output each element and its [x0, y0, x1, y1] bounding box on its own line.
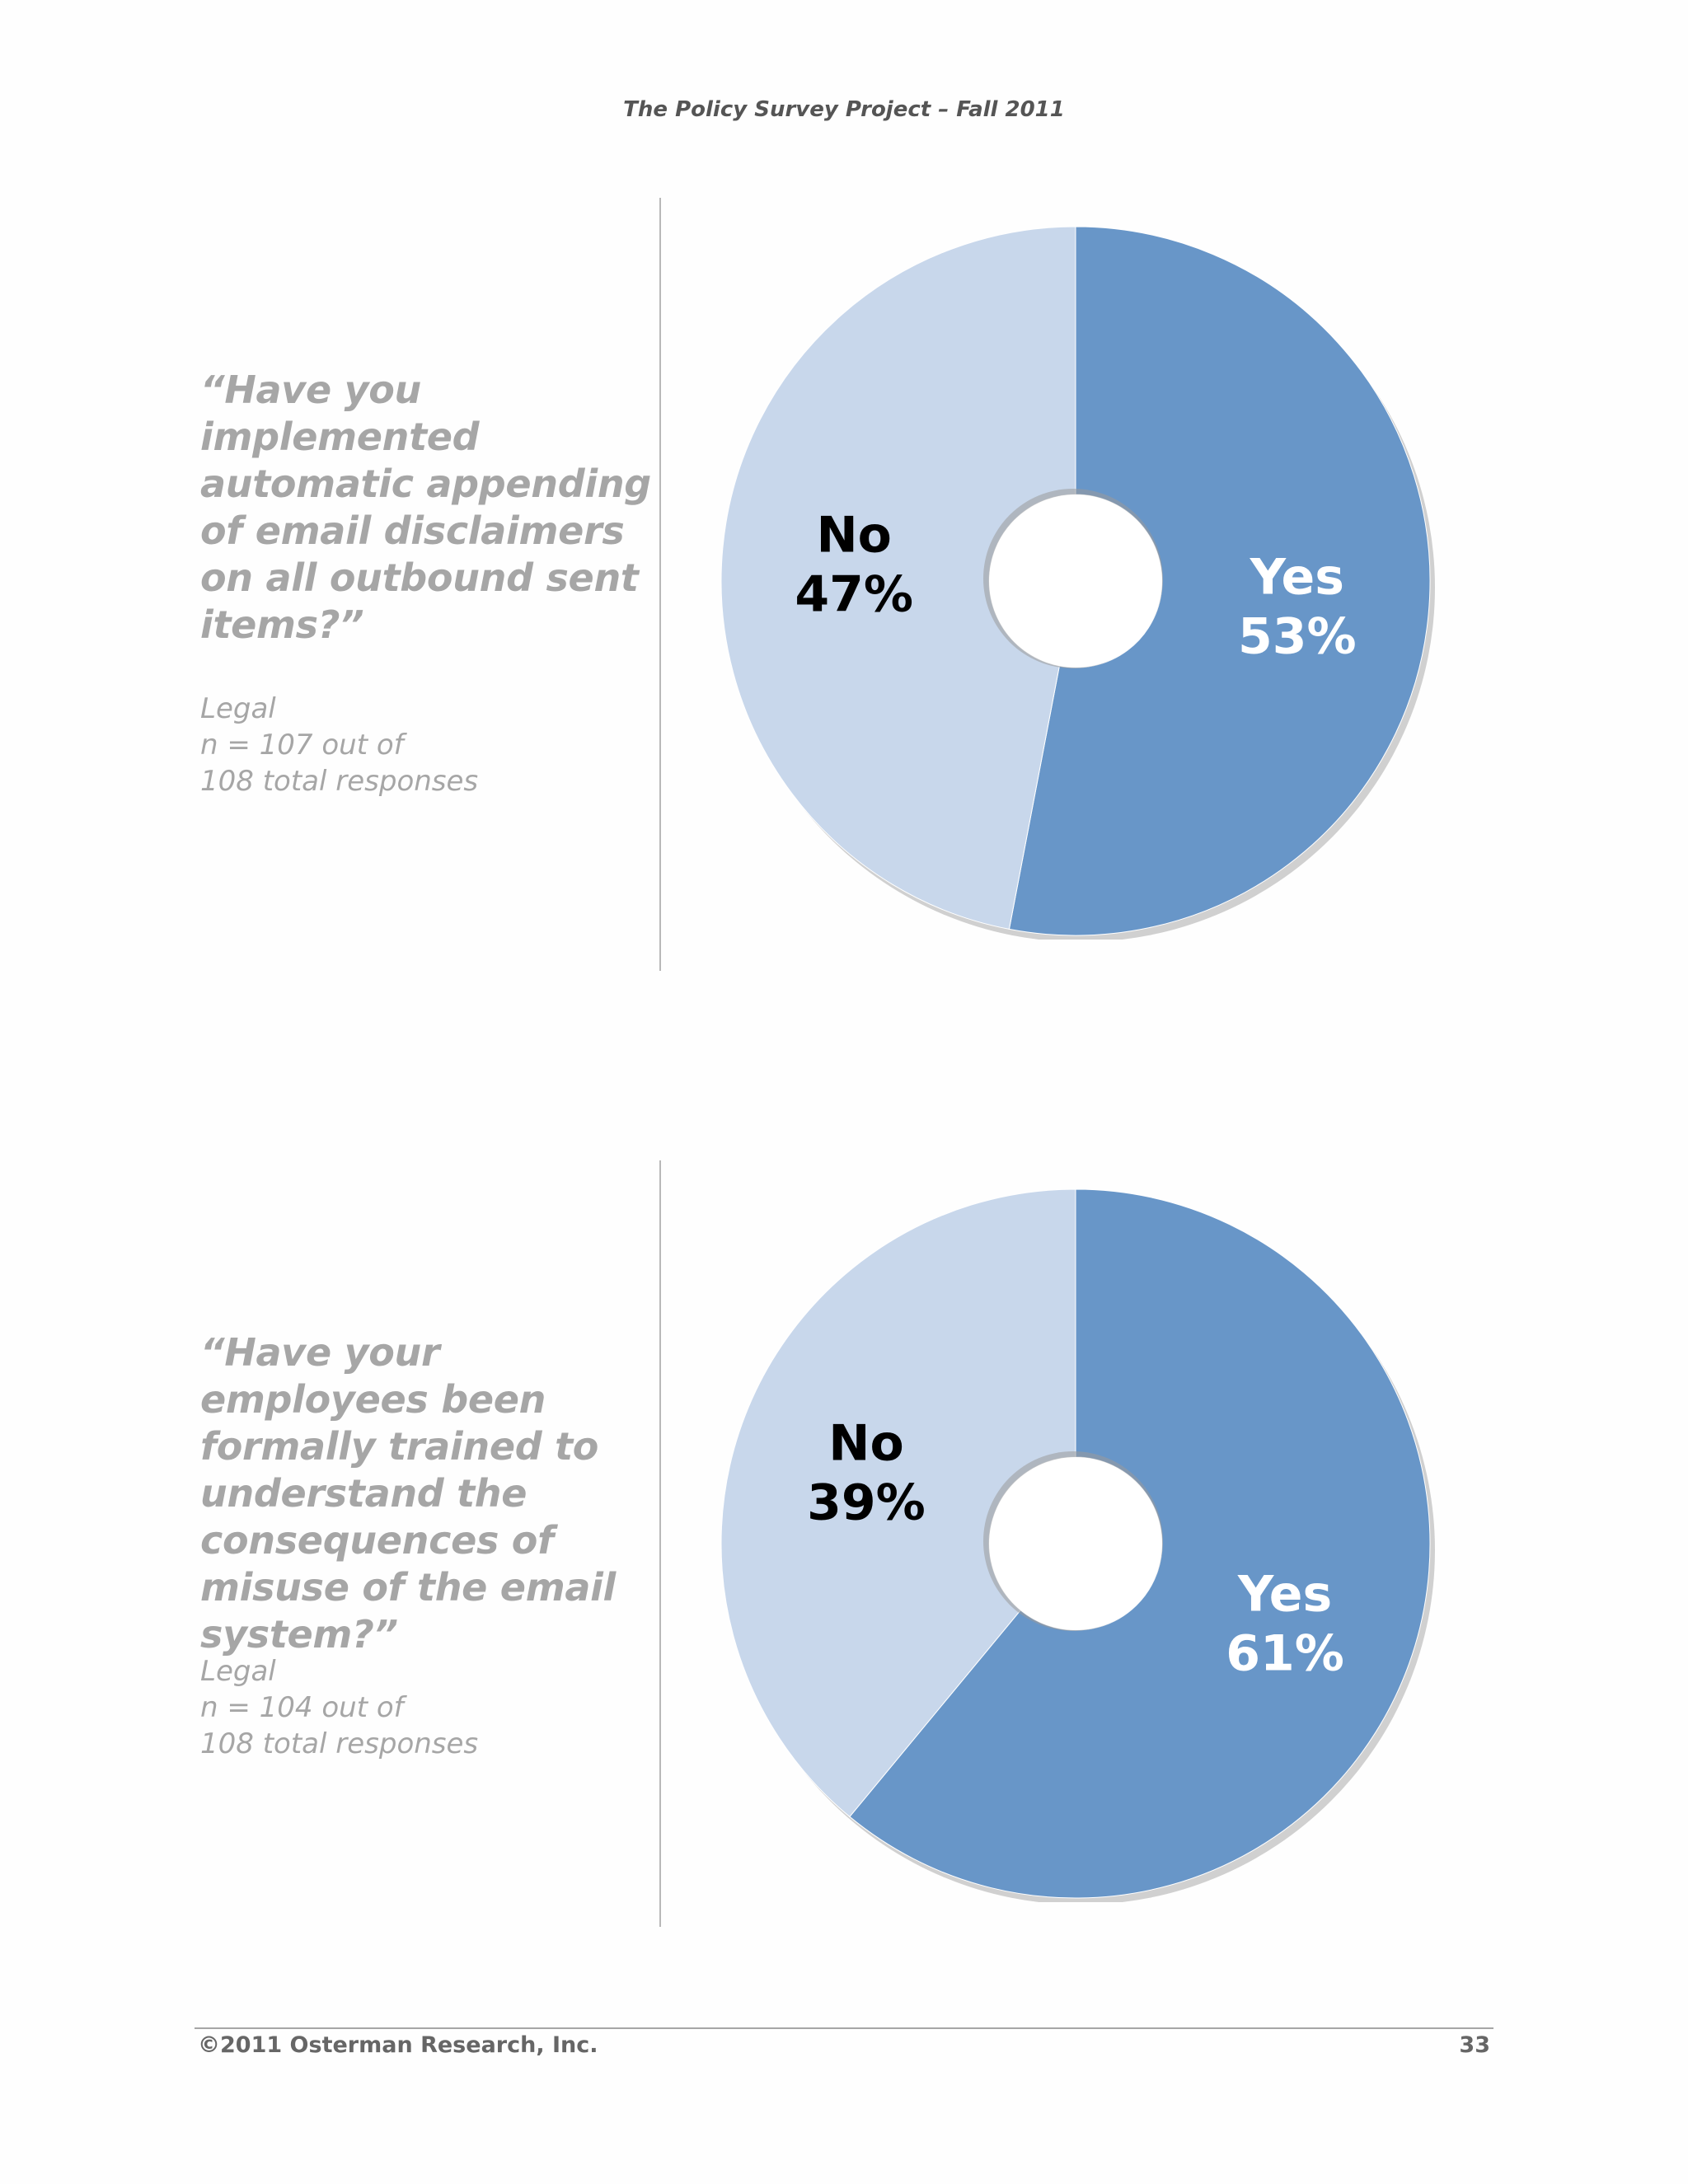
total-responses: 108 total responses	[200, 765, 479, 798]
question-text: “Have your employees been formally train…	[200, 1330, 617, 1657]
sample-size: n = 104 out of	[200, 1691, 404, 1724]
donut-hole	[989, 494, 1162, 668]
donut-hole	[989, 1457, 1162, 1630]
slice-label-no: No	[816, 507, 891, 565]
survey-section-1: “Have you implemented automatic appendin…	[0, 198, 1688, 972]
audience-label: Legal	[200, 692, 276, 725]
page-header: The Policy Survey Project – Fall 2011	[623, 97, 1065, 122]
footer-divider	[195, 2027, 1493, 2029]
page-number: 33	[1459, 2032, 1490, 2058]
slice-value-no: 47%	[795, 566, 913, 624]
slice-value-yes: 53%	[1238, 607, 1357, 665]
slice-label-yes: Yes	[1237, 1565, 1332, 1623]
slice-label-no: No	[828, 1415, 903, 1473]
total-responses: 108 total responses	[200, 1727, 479, 1760]
footer-copyright: ©2011 Osterman Research, Inc.	[198, 2032, 598, 2058]
audience-label: Legal	[200, 1655, 276, 1688]
slice-value-no: 39%	[807, 1474, 926, 1532]
survey-section-2: “Have your employees been formally train…	[0, 1160, 1688, 1935]
question-text: “Have you implemented automatic appendin…	[200, 368, 651, 647]
slice-label-yes: Yes	[1250, 548, 1344, 606]
vertical-divider	[659, 198, 661, 971]
response-meta: Legal n = 104 out of 108 total responses	[200, 1653, 662, 1762]
sample-size: n = 107 out of	[200, 729, 404, 762]
response-meta: Legal n = 107 out of 108 total responses	[200, 691, 662, 799]
vertical-divider	[659, 1160, 661, 1927]
slice-value-yes: 61%	[1226, 1624, 1344, 1682]
